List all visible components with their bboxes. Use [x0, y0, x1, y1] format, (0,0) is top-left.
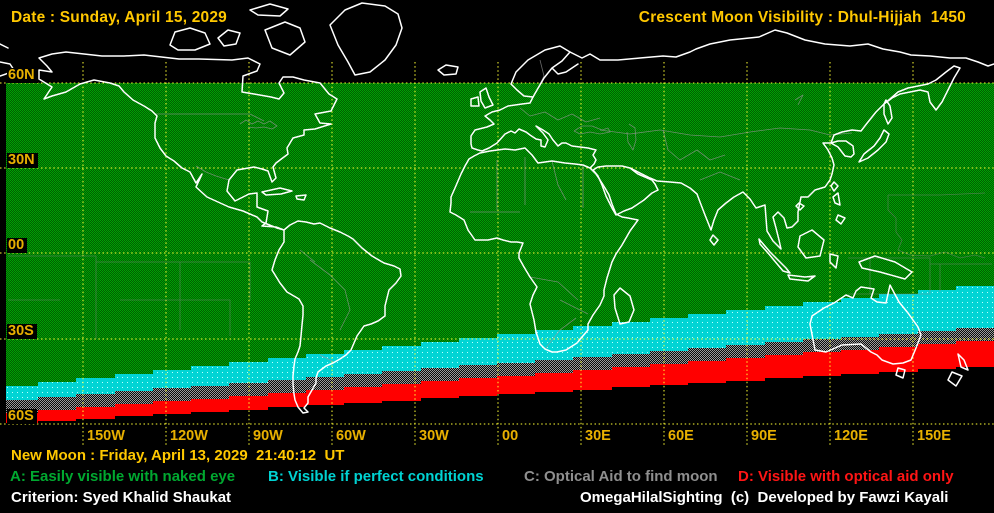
- lon-label-90E: 90E: [751, 428, 777, 444]
- taiwan-philippines: [830, 181, 846, 225]
- lon-label-00: 00: [502, 428, 519, 444]
- legend-item-c: C: Optical Aid to find moon: [524, 468, 718, 485]
- visibility-zones: [0, 83, 994, 426]
- ocean-boundary-lines: [8, 192, 992, 339]
- new-moon-info: New Moon : Friday, April 13, 2029 21:40:…: [11, 447, 345, 464]
- page-title: Crescent Moon Visibility : Dhul-Hijjah 1…: [638, 9, 966, 26]
- arabia-coast: [592, 165, 659, 216]
- british-isles-coast: [470, 87, 494, 109]
- arctic-islands: [169, 3, 306, 56]
- lon-label-120W: 120W: [170, 428, 208, 444]
- lon-label-90W: 90W: [253, 428, 283, 444]
- criterion-label: Criterion: Syed Khalid Shaukat: [11, 489, 232, 506]
- indonesia-coast: [758, 229, 913, 282]
- lat-label-60S: 60S: [7, 409, 37, 424]
- madagascar-coast: [613, 287, 635, 325]
- dateline-edge-strip: [0, 62, 6, 426]
- lon-label-150E: 150E: [917, 428, 951, 444]
- japan-coast: [858, 129, 890, 163]
- lat-label-30N: 30N: [7, 153, 38, 168]
- lat-label-00: 00: [7, 238, 28, 253]
- lon-label-150W: 150W: [87, 428, 125, 444]
- graticule-gridlines: [0, 62, 994, 446]
- tasmania-newzealand-coast: [895, 353, 969, 387]
- europe-coast: [470, 96, 597, 169]
- legend-item-d: D: Visible with optical aid only: [738, 468, 954, 485]
- lat-label-30S: 30S: [7, 324, 37, 339]
- legend-item-b: B: Visible if perfect conditions: [268, 468, 484, 485]
- credit-label: OmegaHilalSighting (c) Developed by Fawz…: [580, 489, 949, 506]
- iceland-coast: [437, 64, 459, 76]
- coastlines: [0, 2, 994, 414]
- caribbean-islands: [261, 187, 307, 201]
- asia-south-east-coast: [629, 65, 961, 250]
- south-america-coast: [271, 220, 402, 414]
- legend-item-a: A: Easily visible with naked eye: [10, 468, 236, 485]
- lon-label-30E: 30E: [585, 428, 611, 444]
- world-visibility-map: 60N 30N 00 30S 60S 150W 120W 90W 60W 30W 00 30E 60E…: [0, 2, 994, 446]
- lon-label-60E: 60E: [668, 428, 694, 444]
- hainan-srilanka: [709, 202, 805, 246]
- date-label: Date : Sunday, April 15, 2029: [11, 9, 227, 26]
- sakhalin-coast: [883, 99, 893, 125]
- north-america-coast: [38, 51, 338, 231]
- lon-label-60W: 60W: [336, 428, 366, 444]
- eurasia-arctic-coast: [569, 29, 994, 67]
- lon-label-120E: 120E: [834, 428, 868, 444]
- scandinavia-coast: [510, 45, 579, 98]
- greenland-coast: [329, 2, 403, 76]
- africa-coast: [449, 147, 639, 353]
- lat-label-60N: 60N: [7, 68, 38, 83]
- map-canvas: [0, 2, 994, 446]
- lon-label-30W: 30W: [419, 428, 449, 444]
- australia-coast: [809, 284, 922, 365]
